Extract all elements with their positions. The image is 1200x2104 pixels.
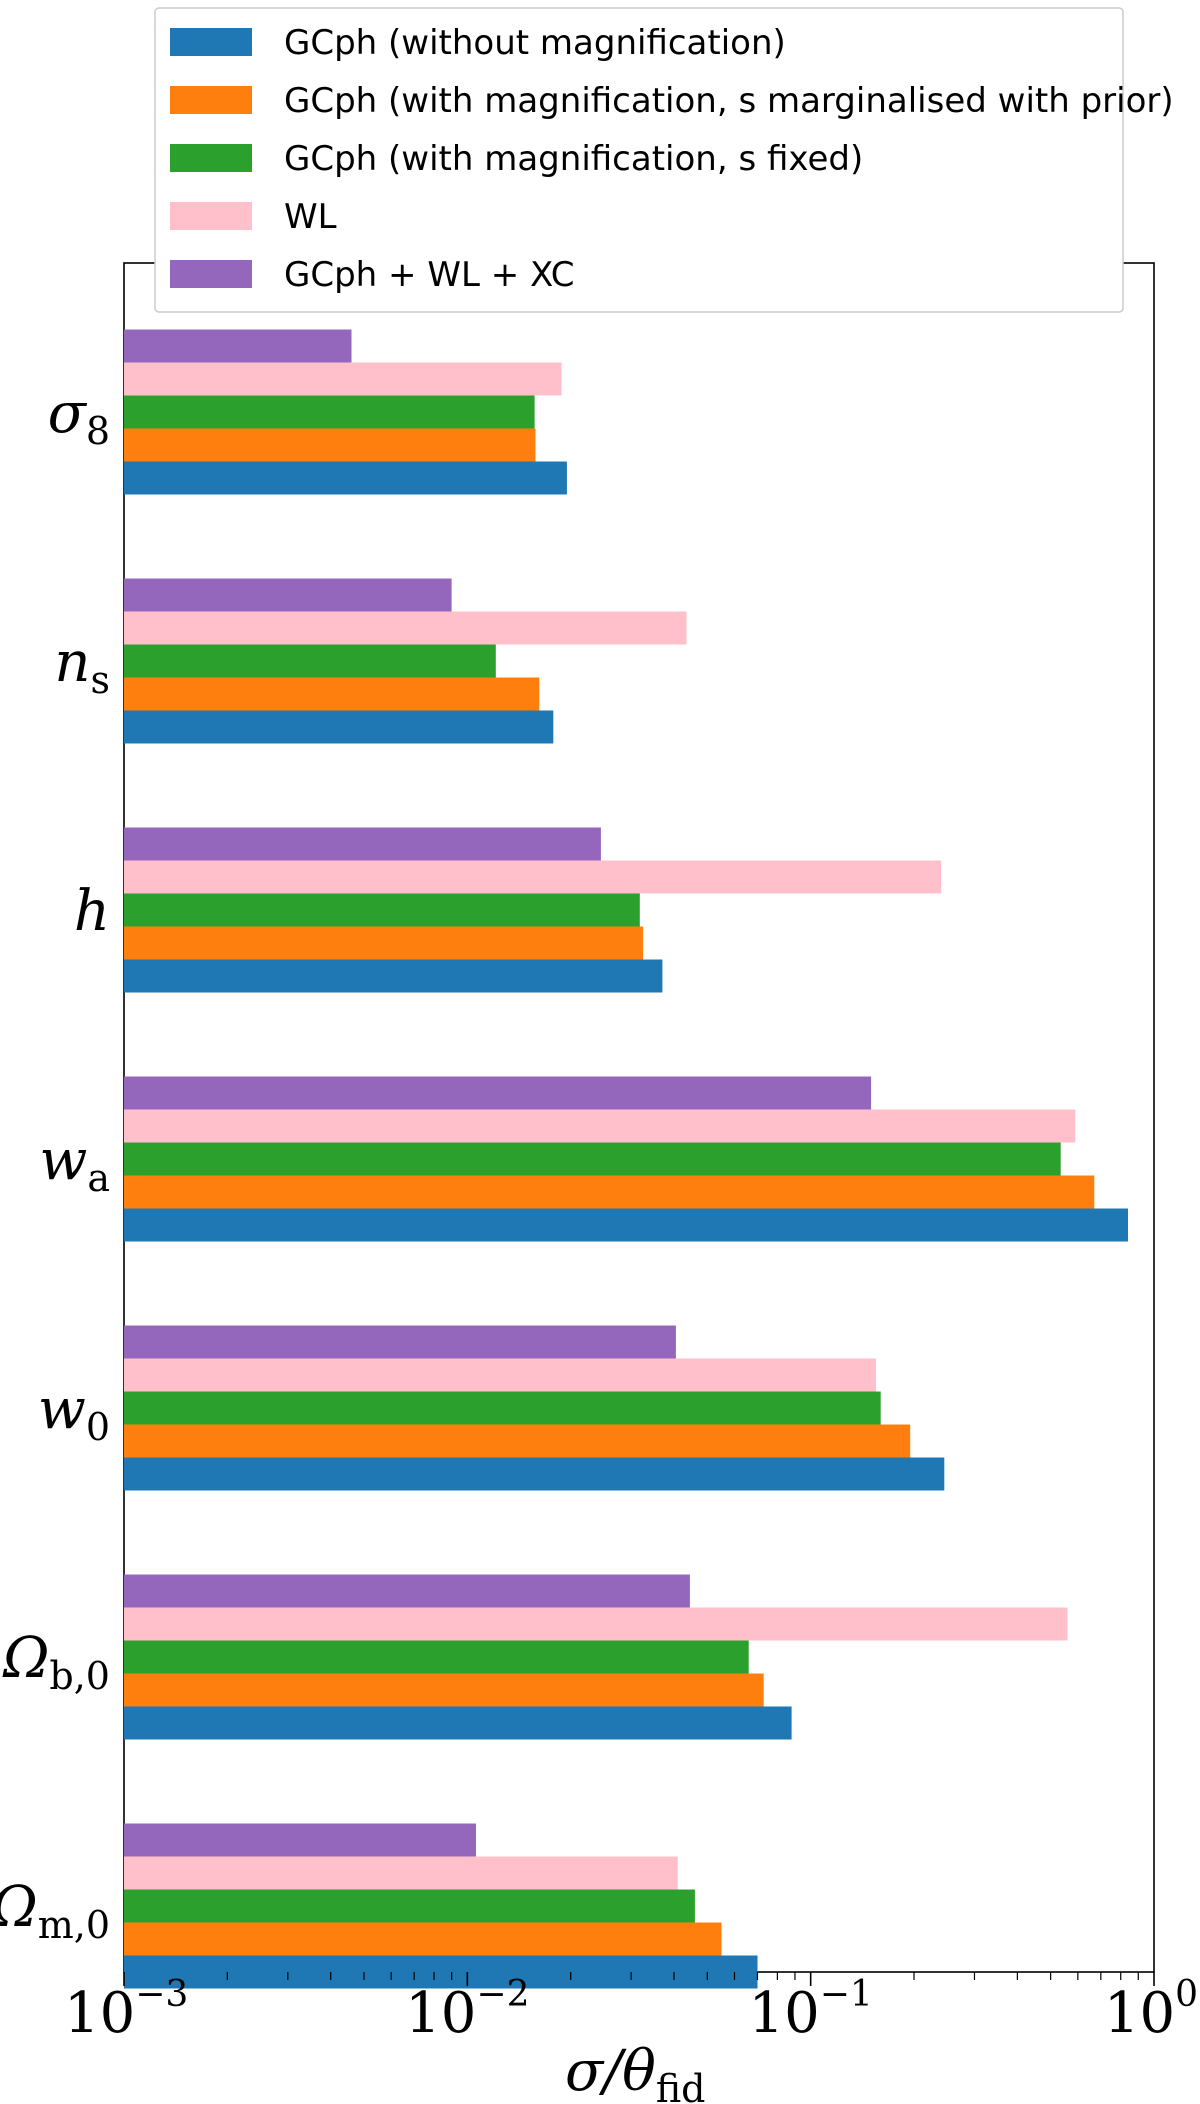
category-label-sub: 8 [86,409,110,453]
bar-1-6 [124,1922,722,1956]
bar-4-3 [124,1076,872,1110]
category-label-main: n [54,630,90,695]
category-label: Ωb,0 [2,1626,110,1698]
bar-4-5 [124,1574,690,1608]
bar-0-4 [124,1457,945,1491]
category-label-main: Ω [2,1626,49,1691]
bar-2-4 [124,1391,881,1425]
x-tick-label: 10−2 [405,1974,529,2046]
bar-3-3 [124,1109,1076,1143]
category-label-main: w [38,1377,86,1442]
bar-0-0 [124,461,567,495]
bar-1-0 [124,428,536,462]
bar-4-4 [124,1325,676,1359]
legend-swatch-2 [170,144,252,172]
category-label-sub: s [90,658,110,702]
bar-2-3 [124,1142,1061,1176]
category-label-main: Ω [0,1875,38,1940]
category-label-main: w [39,1128,87,1193]
category-label-sub: b,0 [49,1654,110,1698]
legend-swatch-3 [170,202,252,230]
bar-2-5 [124,1640,749,1674]
x-axis-title-main: σ/θ [565,2039,656,2104]
bar-3-0 [124,362,562,396]
bar-3-4 [124,1358,876,1392]
bar-2-2 [124,893,640,927]
category-label: σ8 [48,381,110,453]
category-label: w0 [38,1377,110,1449]
bar-1-5 [124,1673,764,1707]
legend-label-1: GCph (with magnification, s marginalised… [284,81,1174,121]
legend-label-2: GCph (with magnification, s fixed) [284,139,863,179]
bar-4-6 [124,1823,476,1857]
bar-0-3 [124,1208,1128,1242]
category-label-sub: a [87,1156,110,1200]
legend-entries: GCph (without magnification) GCph (with m… [170,23,1174,295]
category-label: ns [54,630,110,702]
x-tick-label: 10−3 [64,1974,188,2046]
category-label-sub: 0 [86,1405,110,1449]
bar-4-0 [124,329,352,363]
bar-1-4 [124,1424,911,1458]
legend-label-0: GCph (without magnification) [284,23,786,63]
x-axis-ticks: 10−3 10−2 10−1 100 [64,1972,1198,2046]
x-tick-label: 10−1 [748,1974,872,2046]
bar-3-2 [124,860,942,894]
x-tick-label: 100 [1104,1974,1198,2046]
bar-0-2 [124,959,663,993]
bar-2-1 [124,644,496,678]
legend-label-3: WL [284,197,337,237]
bar-0-5 [124,1706,792,1740]
category-label-main: h [74,879,110,944]
bar-2-6 [124,1889,695,1923]
bar-1-1 [124,677,540,711]
category-label-sub: m,0 [38,1903,110,1947]
bar-2-0 [124,395,535,429]
bar-1-2 [124,926,644,960]
bar-1-3 [124,1175,1095,1209]
bar-0-6 [124,1955,758,1989]
legend-swatch-4 [170,260,252,288]
x-axis-title-sub: fid [656,2067,706,2104]
legend-swatch-0 [170,28,252,56]
bars-layer [124,329,1128,1989]
legend-swatch-1 [170,86,252,114]
bar-4-1 [124,578,452,612]
legend-label-4: GCph + WL + XC [284,255,575,295]
category-label: h [74,879,110,944]
category-label-main: σ [48,381,88,446]
category-label: wa [39,1128,110,1200]
bar-3-5 [124,1607,1068,1641]
legend: GCph (without magnification) GCph (with m… [154,7,1174,313]
legend-box [154,7,1124,313]
category-label: Ωm,0 [0,1875,110,1947]
x-axis-title: σ/θfid [565,2039,705,2104]
bar-0-1 [124,710,554,744]
bar-4-2 [124,827,601,861]
bar-3-1 [124,611,687,645]
bar-3-6 [124,1856,678,1890]
